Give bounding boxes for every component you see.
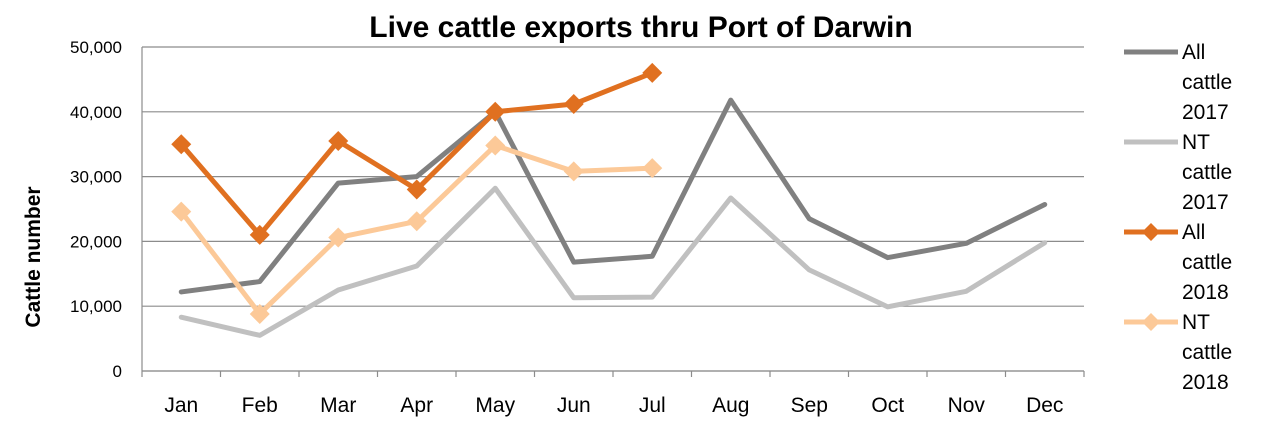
series-line [178,70,655,238]
y-tick-label: 10,000 [70,297,122,316]
legend-label: cattle [1182,71,1232,94]
legend-label: NT [1182,131,1210,154]
legend-label: 2017 [1182,191,1229,214]
series-1 [178,97,1048,295]
data-point [485,101,506,122]
legend: Allcattle2017NTcattle2017Allcattle2018NT… [1124,41,1232,394]
data-point [563,161,584,182]
x-tick-label: Dec [1026,394,1063,417]
x-tick-label: Nov [948,394,986,417]
legend-label: cattle [1182,161,1232,184]
legend-label: All [1182,221,1205,244]
data-point [249,303,270,324]
y-axis-label: Cattle number [22,186,45,327]
series-line [178,97,1048,295]
x-tick-label: Apr [400,394,433,417]
legend-label: 2018 [1182,281,1229,304]
x-tick-label: May [475,394,515,417]
data-point [171,201,192,222]
legend-item: All cattle 2017 [1124,41,1232,124]
data-point [642,158,663,179]
series-3 [171,62,663,245]
y-tick-label: 50,000 [70,38,122,57]
x-tick-label: Aug [712,394,749,417]
x-tick-label: Feb [242,394,278,417]
legend-marker [1142,313,1160,331]
y-tick-label: 0 [113,362,122,381]
data-point [171,134,192,155]
legend-item: NT cattle 2017 [1124,131,1232,214]
data-point [328,227,349,248]
legend-label: cattle [1182,341,1232,364]
data-point [406,211,427,232]
data-point [249,224,270,245]
series-2 [178,185,1048,338]
legend-label: All [1182,41,1205,64]
data-point [406,179,427,200]
legend-item: NT cattle 2018 [1124,311,1232,394]
x-tick-label: Oct [871,394,904,417]
legend-label: 2018 [1182,371,1229,394]
data-point [328,130,349,151]
legend-label: cattle [1182,251,1232,274]
y-tick-label: 20,000 [70,232,122,251]
x-tick-label: Jul [639,394,666,417]
chart-title: Live cattle exports thru Port of Darwin [369,11,912,44]
x-tick-label: Jan [164,394,198,417]
legend-label: 2017 [1182,101,1229,124]
series-group [171,62,1048,338]
series-line [178,185,1048,338]
legend-item: All cattle 2018 [1124,221,1232,304]
x-tick-label: Mar [320,394,356,417]
y-tick-label: 40,000 [70,103,122,122]
series-4 [171,135,663,324]
data-point [485,135,506,156]
data-point [642,62,663,83]
y-axis-ticks: 0 10,000 20,000 30,000 40,000 50,000 [70,38,122,381]
x-axis-ticks: Jan Feb Mar Apr May Jun Jul Aug Sep Oct Nov Dec [141,371,1085,417]
legend-label: NT [1182,311,1210,334]
x-tick-label: Sep [791,394,828,417]
y-tick-label: 30,000 [70,168,122,187]
x-tick-label: Jun [557,394,591,417]
legend-marker [1142,223,1160,241]
data-point [563,94,584,115]
